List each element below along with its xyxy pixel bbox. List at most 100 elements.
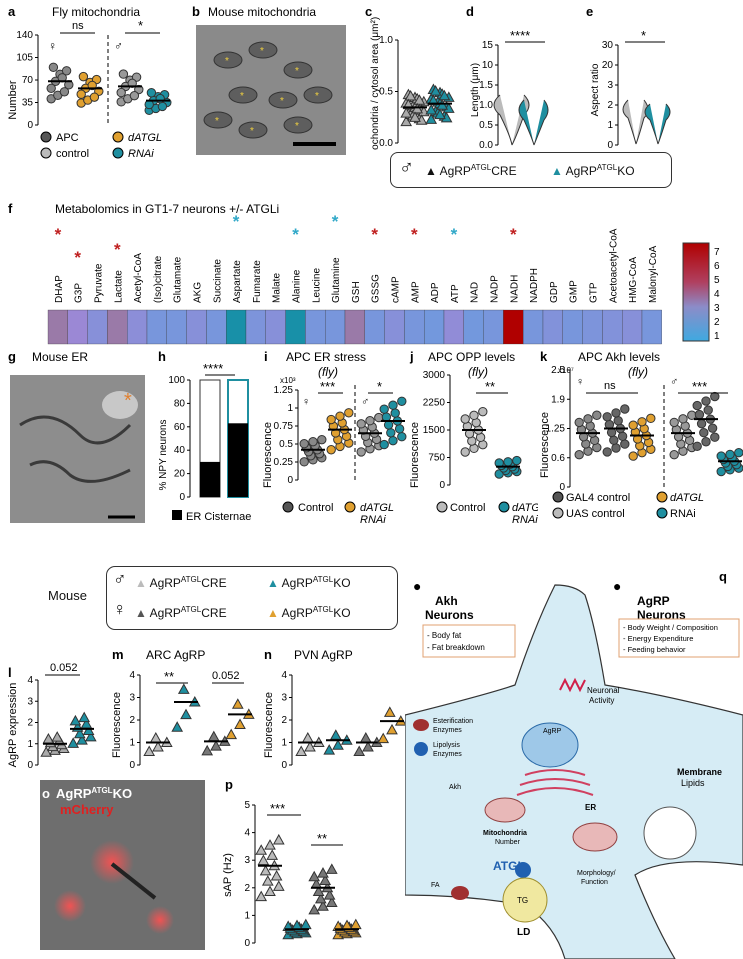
data-point	[308, 436, 318, 447]
h-legend-swatch	[172, 510, 182, 520]
y-tick-label: 2.5	[551, 365, 565, 376]
colorbar-tick: 4	[714, 289, 720, 300]
panel-m-ylabel: Fluorescence	[111, 692, 123, 758]
data-point	[617, 431, 628, 442]
panel-g-title: Mouse ER	[32, 350, 88, 364]
a-legend-apc-dot	[40, 131, 52, 143]
data-point	[261, 875, 274, 886]
data-point	[84, 730, 97, 742]
q-enz-1: Enzymes	[433, 727, 462, 734]
data-point	[379, 439, 389, 450]
y-tick-label: 4	[129, 670, 135, 681]
panel-q: q Akh Neurons AgRP Neurons ● ● - Body fa…	[405, 569, 743, 959]
panel-m-points	[143, 683, 255, 756]
heatmap-cell	[503, 309, 524, 345]
panel-l: l AgRP expression 0 1 2 3 4 0.052	[7, 662, 97, 771]
data-point	[332, 920, 345, 931]
metabolite-label: Leucine	[311, 268, 322, 303]
data-point	[349, 918, 362, 930]
metabolite-label: NADPH	[529, 268, 540, 303]
panel-letter-j: j	[409, 349, 414, 364]
panel-d-ylabel: Length (μm)	[470, 63, 481, 117]
data-point	[282, 920, 295, 931]
i-legend-control: Control	[298, 502, 333, 514]
data-point	[314, 892, 327, 904]
a-legend-datgl: dATGL	[128, 132, 162, 144]
panel-l-ylabel: AgRP expression	[7, 683, 19, 768]
mito-shapes: * * * * * * * * *	[203, 41, 333, 139]
data-point	[696, 418, 707, 429]
y-tick-label: 750	[428, 453, 445, 464]
data-point	[583, 414, 593, 424]
k-legend-uas: UAS control	[566, 508, 625, 520]
y-tick-label: 105	[16, 53, 33, 64]
panel-k-sub: (fly)	[628, 365, 648, 379]
panel-l-points	[40, 711, 97, 757]
significance-star: *	[451, 225, 458, 244]
q-akh-lbl: Akh	[449, 784, 461, 791]
data-point	[669, 417, 679, 428]
data-point	[710, 432, 720, 442]
panel-i-exp: x10³	[280, 376, 296, 385]
p-s2: **	[317, 831, 327, 846]
data-point	[326, 445, 336, 455]
panel-letter-q: q	[719, 569, 727, 584]
q-activity: Activity	[589, 696, 614, 705]
panel-h-bars	[199, 379, 249, 498]
panel-f-title: Metabolomics in GT1-7 neurons +/- ATGLi	[55, 202, 279, 216]
data-point	[359, 731, 372, 743]
agrp-box	[618, 618, 740, 658]
panel-a-title: Fly mitochondria	[52, 5, 140, 19]
y-tick-label: 60	[174, 422, 186, 433]
metabolite-label: Acetoacetyl-CoA	[608, 228, 619, 303]
metabolite-label: Aspartate	[232, 260, 243, 303]
heatmap-cell	[424, 309, 445, 345]
data-point	[255, 890, 268, 902]
h-star: ****	[203, 361, 223, 376]
asterisk-mark: *	[124, 390, 132, 412]
k-legend-dot1	[552, 491, 564, 503]
akh-box	[422, 624, 516, 658]
y-tick-label: 20	[174, 469, 186, 480]
q-function: Function	[581, 879, 608, 886]
data-point	[201, 744, 214, 756]
d-star: ****	[510, 28, 530, 43]
data-point	[319, 874, 332, 885]
membrane-zoom	[643, 806, 697, 860]
colorbar-tick: 7	[714, 247, 720, 258]
q-agrp-lbl: AgRP	[543, 728, 562, 735]
metabolite-label: NADH	[509, 275, 520, 303]
significance-star: *	[292, 225, 299, 244]
data-point	[386, 723, 398, 735]
data-point	[716, 451, 726, 461]
data-point	[61, 66, 72, 76]
y-tick-label: 0	[27, 120, 33, 131]
panel-n-points	[295, 706, 407, 756]
data-point	[362, 740, 374, 752]
y-tick-label: 2250	[423, 398, 446, 409]
panel-i: i APC ER stress (fly) x10³ Fluorescence …	[262, 349, 407, 525]
p-s1: ***	[270, 801, 285, 816]
a-legend-rnai: RNAi	[128, 148, 154, 160]
a-star: *	[138, 18, 143, 33]
panel-p-ylabel: sAP (Hz)	[222, 853, 234, 897]
data-point	[383, 706, 396, 717]
panel-f: f Metabolomics in GT1-7 neurons +/- ATGL…	[8, 201, 720, 345]
i-legend-rnai: RNAi	[360, 514, 386, 525]
panel-letter-i: i	[264, 349, 268, 364]
data-point	[308, 870, 321, 882]
data-point	[716, 466, 726, 477]
panel-i-points	[299, 396, 407, 467]
data-point	[180, 708, 192, 720]
y-tick-label: 2	[27, 718, 33, 729]
metabolite-label: DHAP	[54, 275, 65, 303]
heatmap-cell	[622, 309, 643, 345]
y-tick-label: 4	[244, 828, 250, 839]
data-point	[272, 880, 285, 891]
data-point	[295, 745, 308, 756]
y-tick-label: 3	[281, 693, 287, 704]
y-tick-label: 1	[244, 910, 250, 921]
mcherry-cell	[146, 906, 174, 934]
data-point	[146, 88, 157, 98]
data-point	[89, 92, 100, 102]
